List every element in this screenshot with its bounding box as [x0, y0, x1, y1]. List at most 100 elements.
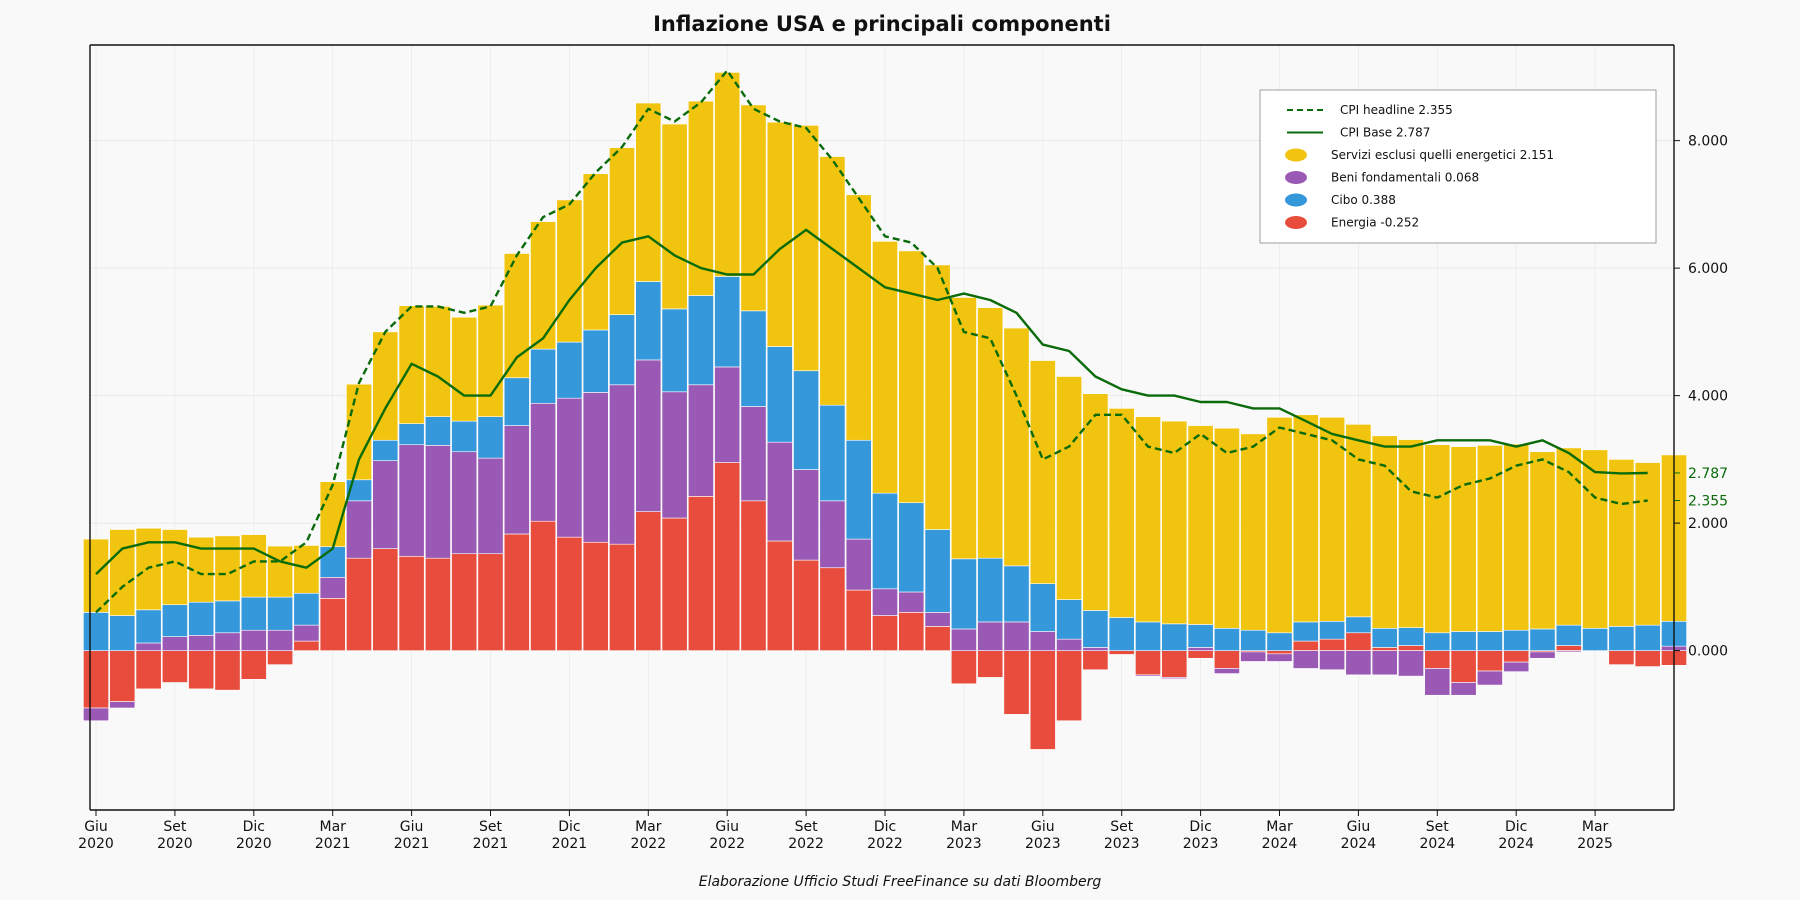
bar-cibo-0 [83, 612, 109, 651]
bar-cibo-7 [267, 596, 294, 631]
bar-servizi-esclusi-quelli-energetici-27 [793, 125, 820, 372]
bar-servizi-esclusi-quelli-energetici-32 [924, 264, 951, 530]
bar-servizi-esclusi-quelli-energetici-31 [898, 250, 925, 504]
bar-energia-13 [424, 557, 451, 651]
bar-cibo-59 [1634, 624, 1661, 651]
bar-energia-28 [819, 567, 846, 651]
bar-cibo-16 [503, 377, 530, 426]
chart-title: Inflazione USA e principali componenti [653, 12, 1111, 36]
bar-cibo-30 [872, 492, 898, 590]
bar-energia-8 [293, 640, 320, 651]
end-value-labels: 2.787 2.355 [1674, 466, 1728, 509]
bar-servizi-esclusi-quelli-energetici-33 [950, 297, 977, 560]
bar-energia-51 [1424, 650, 1451, 669]
bar-beni-fondamentali-21 [635, 359, 662, 512]
x-tick-year-2: 2020 [236, 836, 272, 852]
bar-cibo-23 [687, 295, 714, 386]
x-tick-year-16: 2024 [1341, 836, 1377, 852]
bar-servizi-esclusi-quelli-energetici-59 [1634, 462, 1661, 626]
bar-cibo-20 [609, 314, 635, 386]
x-tick-month-2: Dic [243, 819, 265, 835]
x-tick-year-17: 2024 [1419, 836, 1455, 852]
bar-cibo-18 [556, 341, 583, 399]
bar-beni-fondamentali-23 [687, 384, 714, 497]
x-tick-year-9: 2022 [788, 836, 824, 852]
bar-cibo-22 [661, 308, 688, 393]
bar-servizi-esclusi-quelli-energetici-45 [1266, 416, 1293, 634]
bar-beni-fondamentali-41 [1161, 677, 1188, 679]
y-tick-label-2: 4.000 [1688, 389, 1728, 405]
x-tick-month-17: Set [1426, 819, 1450, 835]
bar-beni-fondamentali-44 [1240, 651, 1267, 662]
bar-cibo-5 [214, 600, 241, 634]
bar-energia-40 [1135, 650, 1161, 676]
bar-beni-fondamentali-14 [451, 451, 478, 555]
bar-beni-fondamentali-48 [1345, 650, 1372, 676]
bar-servizi-esclusi-quelli-energetici-46 [1292, 414, 1319, 623]
bar-energia-36 [1029, 650, 1056, 750]
bar-servizi-esclusi-quelli-energetici-5 [214, 535, 241, 602]
bar-beni-fondamentali-53 [1476, 670, 1503, 686]
bar-cibo-1 [109, 615, 136, 651]
bar-beni-fondamentali-47 [1319, 650, 1346, 671]
bar-stacks [83, 72, 1687, 750]
bar-servizi-esclusi-quelli-energetici-41 [1161, 420, 1188, 625]
bar-energia-22 [661, 517, 688, 651]
bar-energia-58 [1608, 650, 1635, 665]
bar-energia-2 [135, 650, 162, 690]
bar-energia-48 [1345, 632, 1372, 651]
legend-swatch-2 [1285, 148, 1307, 162]
bar-servizi-esclusi-quelli-energetici-14 [451, 316, 478, 422]
x-tick-month-16: Giu [1347, 819, 1371, 835]
bar-servizi-esclusi-quelli-energetici-43 [1213, 427, 1240, 629]
bar-beni-fondamentali-9 [319, 577, 346, 599]
legend-swatch-5 [1285, 216, 1307, 229]
bar-cibo-58 [1608, 626, 1635, 651]
bar-servizi-esclusi-quelli-energetici-55 [1529, 451, 1556, 630]
x-tick-month-13: Set [1110, 819, 1134, 835]
bar-energia-15 [477, 553, 504, 651]
bar-energia-20 [609, 543, 635, 651]
bar-beni-fondamentali-0 [83, 707, 109, 722]
bar-beni-fondamentali-30 [872, 588, 898, 616]
bar-beni-fondamentali-43 [1213, 668, 1240, 674]
bar-cibo-51 [1424, 632, 1451, 651]
cpi-base-line [95, 228, 1648, 575]
bar-servizi-esclusi-quelli-energetici-20 [609, 147, 635, 315]
bar-servizi-esclusi-quelli-energetici-22 [661, 123, 688, 310]
bar-beni-fondamentali-12 [398, 444, 425, 557]
bar-beni-fondamentali-4 [188, 635, 215, 651]
x-tick-month-7: Mar [635, 819, 662, 835]
bar-beni-fondamentali-3 [161, 636, 188, 651]
bar-servizi-esclusi-quelli-energetici-7 [267, 545, 294, 598]
bar-energia-6 [240, 650, 267, 680]
x-tick-year-5: 2021 [473, 836, 509, 852]
x-tick-year-6: 2021 [552, 836, 588, 852]
bar-energia-39 [1108, 650, 1135, 655]
cpi-headline-line [95, 69, 1648, 614]
legend-label-0: CPI headline 2.355 [1340, 103, 1453, 117]
bar-beni-fondamentali-33 [950, 628, 977, 651]
bar-beni-fondamentali-31 [898, 591, 925, 613]
bar-servizi-esclusi-quelli-energetici-40 [1135, 416, 1161, 623]
bar-cibo-41 [1161, 623, 1188, 651]
bar-energia-12 [398, 555, 425, 651]
x-tick-year-3: 2021 [315, 836, 351, 852]
bar-cibo-6 [240, 596, 267, 631]
bar-servizi-esclusi-quelli-energetici-53 [1476, 445, 1503, 632]
bar-cibo-44 [1240, 629, 1267, 651]
y-axis-ticks: 0.000 2.000 4.000 6.000 8.000 [1674, 134, 1728, 660]
x-tick-year-12: 2023 [1025, 836, 1061, 852]
bar-servizi-esclusi-quelli-energetici-13 [424, 306, 451, 417]
bar-servizi-esclusi-quelli-energetici-26 [766, 121, 793, 347]
bar-beni-fondamentali-49 [1371, 650, 1398, 676]
bar-energia-34 [977, 650, 1004, 678]
bar-servizi-esclusi-quelli-energetici-19 [582, 173, 609, 331]
bar-energia-52 [1450, 650, 1477, 683]
y-tick-label-4: 8.000 [1688, 134, 1728, 150]
bar-servizi-esclusi-quelli-energetici-8 [293, 545, 320, 594]
bar-beni-fondamentali-54 [1503, 661, 1530, 672]
bar-beni-fondamentali-26 [766, 441, 793, 542]
bar-servizi-esclusi-quelli-energetici-38 [1082, 393, 1109, 611]
bar-cibo-3 [161, 604, 188, 637]
